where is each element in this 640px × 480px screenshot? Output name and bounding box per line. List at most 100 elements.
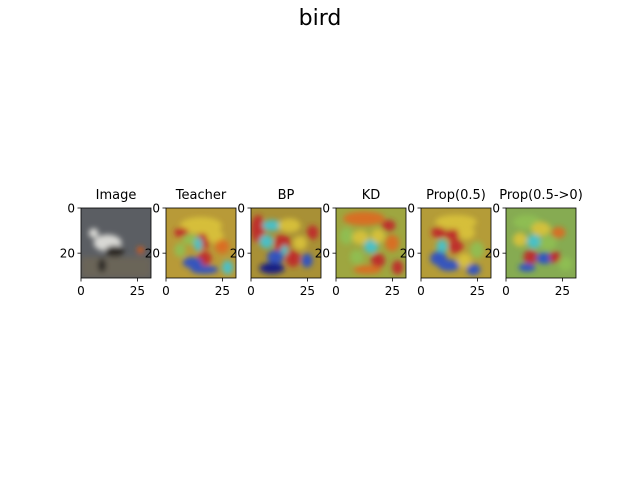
heatmap-blob (206, 229, 224, 243)
heatmap-blob (343, 211, 385, 226)
x-tick-label: 25 (385, 284, 400, 298)
heatmap-blob (431, 226, 446, 239)
heatmap-image (81, 208, 151, 278)
heatmap-blob (352, 230, 369, 245)
y-tick-label: 0 (152, 202, 160, 216)
heatmap-blob (381, 219, 396, 232)
heatmap-blob (259, 234, 274, 249)
subplot-title: Prop(0.5->0) (499, 188, 583, 203)
heatmap-blob (466, 264, 481, 276)
heatmap-blob (174, 227, 189, 238)
heatmap-blob (259, 262, 285, 274)
subplot-panel: Image 0 25 0 20 (60, 188, 152, 298)
heatmap-blobs (339, 211, 404, 275)
x-tick-label: 25 (130, 284, 145, 298)
subplot-title: KD (362, 188, 381, 203)
heatmap-blob (307, 225, 319, 240)
heatmap-blob (215, 239, 229, 254)
heatmap-blob (437, 259, 461, 271)
heatmap-blob (470, 241, 484, 259)
heatmap-blob (523, 250, 538, 264)
x-tick-label: 0 (417, 284, 425, 298)
heatmap-blob (513, 232, 527, 247)
photo-accent (137, 246, 144, 254)
y-tick-label: 20 (230, 247, 245, 261)
heatmap-image (506, 208, 576, 278)
x-tick-label: 0 (162, 284, 170, 298)
x-tick-label: 25 (555, 284, 570, 298)
heatmap-blob (190, 265, 219, 274)
heatmap-blob (558, 257, 573, 271)
x-tick-label: 0 (332, 284, 340, 298)
heatmap-blob (278, 218, 301, 233)
heatmap-blob (392, 260, 404, 275)
bird-legs (97, 258, 107, 273)
heatmap-blobs (251, 215, 319, 274)
heatmap-blob (445, 229, 460, 241)
heatmap-image (251, 208, 321, 278)
subplot-title: Teacher (175, 188, 227, 203)
x-tick-label: 25 (300, 284, 315, 298)
subplot-title: Prop(0.5) (426, 188, 486, 203)
axes-frame (505, 207, 577, 279)
figure-title: bird (298, 6, 342, 31)
y-tick-label: 0 (407, 202, 415, 216)
heatmap-blob (339, 227, 354, 245)
heatmap-blob (449, 239, 463, 254)
heatmap-image (421, 208, 491, 278)
heatmap-blob (385, 234, 399, 252)
x-tick-label: 0 (77, 284, 85, 298)
heatmap-blob (436, 239, 448, 254)
heatmap-image (336, 208, 406, 278)
y-tick-label: 20 (60, 247, 75, 261)
y-tick-label: 20 (400, 247, 415, 261)
heatmap-blob (531, 222, 551, 236)
heatmap-blob (364, 239, 378, 254)
heatmap-blob (458, 225, 475, 240)
heatmap-blob (527, 234, 541, 249)
heatmap-blobs (174, 217, 234, 275)
heatmap-blob (194, 237, 203, 252)
axes-frame (420, 207, 492, 279)
x-tick-label: 0 (502, 284, 510, 298)
heatmap-blob (182, 257, 203, 269)
y-tick-label: 0 (322, 202, 330, 216)
heatmap-blob (549, 251, 561, 263)
axes-frame (250, 207, 322, 279)
bird-head (88, 228, 99, 239)
axes-frame (165, 207, 237, 279)
heatmap-blob (301, 253, 313, 268)
heatmap-blob (286, 250, 300, 267)
heatmap-blob (518, 263, 536, 272)
heatmap-blob (281, 245, 289, 255)
x-tick-label: 0 (247, 284, 255, 298)
heatmap-blob (262, 219, 282, 232)
subplot-title: BP (278, 188, 295, 203)
y-tick-label: 20 (145, 247, 160, 261)
heatmap-blob (551, 226, 566, 239)
heatmap-blob (251, 215, 265, 243)
bird-wing (104, 245, 125, 257)
heatmap-blob (536, 252, 553, 264)
heatmap-blob (353, 265, 382, 274)
heatmap-blob (350, 250, 364, 264)
y-tick-label: 0 (67, 202, 75, 216)
photo-content (81, 228, 151, 278)
heatmap-blob (174, 243, 186, 257)
subplot-panel: KD 0 25 0 20 (315, 188, 407, 298)
heatmap-blob (457, 253, 472, 268)
heatmap-blob (371, 253, 385, 268)
heatmap-blobs (430, 215, 484, 276)
y-tick-label: 0 (492, 202, 500, 216)
subplot-title: Image (96, 188, 137, 203)
subplot-panel: Prop(0.5) 0 25 0 20 (400, 188, 492, 298)
heatmap-blob (539, 236, 557, 250)
y-tick-label: 0 (237, 202, 245, 216)
subplot-panel: BP 0 25 0 20 (230, 188, 322, 298)
x-tick-label: 25 (215, 284, 230, 298)
heatmap-blob (267, 250, 284, 264)
x-tick-label: 25 (470, 284, 485, 298)
